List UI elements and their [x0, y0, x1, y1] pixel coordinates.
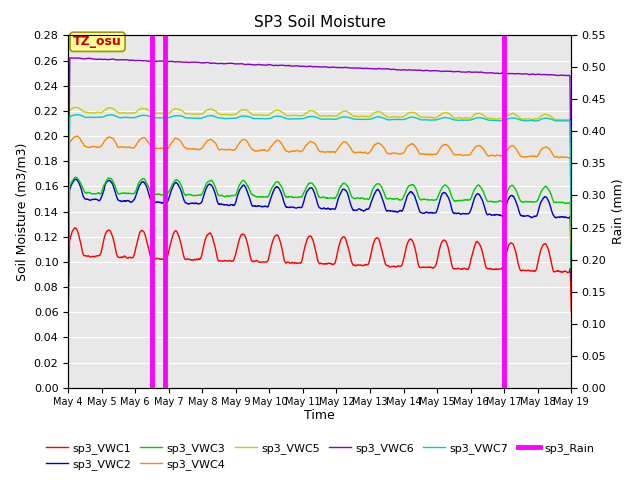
Line: sp3_VWC5: sp3_VWC5: [68, 108, 572, 250]
sp3_VWC2: [298, 204, 305, 210]
sp3_VWC7: [104, 112, 111, 118]
sp3_VWC3: [124, 191, 132, 196]
sp3_VWC4: [124, 144, 132, 150]
sp3_VWC3: [351, 196, 358, 202]
sp3_VWC2: [351, 207, 358, 213]
Line: sp3_VWC2: sp3_VWC2: [68, 179, 572, 290]
sp3_VWC7: [568, 225, 575, 230]
sp3_VWC1: [124, 255, 132, 261]
Y-axis label: Soil Moisture (m3/m3): Soil Moisture (m3/m3): [15, 143, 28, 281]
sp3_VWC2: [72, 176, 80, 182]
Line: sp3_VWC6: sp3_VWC6: [68, 58, 572, 223]
sp3_VWC5: [104, 106, 111, 111]
sp3_VWC3: [298, 194, 305, 200]
sp3_VWC5: [568, 217, 575, 223]
Line: sp3_VWC7: sp3_VWC7: [68, 115, 572, 252]
sp3_VWC2: [104, 179, 111, 184]
Line: sp3_VWC3: sp3_VWC3: [68, 177, 572, 288]
sp3_VWC6: [289, 63, 296, 69]
Text: TZ_osu: TZ_osu: [73, 36, 122, 48]
sp3_VWC6: [66, 55, 74, 60]
sp3_VWC6: [568, 198, 575, 204]
sp3_VWC3: [568, 269, 575, 275]
sp3_VWC6: [104, 57, 111, 62]
sp3_VWC7: [124, 115, 132, 120]
sp3_VWC2: [124, 198, 132, 204]
sp3_VWC7: [278, 114, 286, 120]
X-axis label: Time: Time: [305, 409, 335, 422]
sp3_VWC3: [104, 176, 111, 182]
Line: sp3_VWC1: sp3_VWC1: [68, 228, 572, 316]
sp3_VWC4: [351, 150, 358, 156]
sp3_VWC6: [124, 57, 132, 63]
sp3_VWC1: [278, 246, 286, 252]
sp3_VWC7: [351, 116, 358, 122]
sp3_VWC2: [289, 204, 296, 210]
sp3_VWC5: [289, 112, 296, 118]
sp3_VWC3: [72, 174, 79, 180]
sp3_VWC1: [104, 228, 111, 234]
sp3_VWC2: [64, 288, 72, 293]
sp3_VWC4: [289, 149, 296, 155]
sp3_VWC3: [64, 286, 72, 291]
sp3_VWC1: [289, 260, 296, 265]
sp3_VWC1: [298, 259, 305, 264]
sp3_VWC4: [278, 141, 286, 147]
sp3_VWC5: [351, 114, 358, 120]
sp3_VWC5: [298, 113, 305, 119]
sp3_VWC4: [64, 263, 72, 269]
sp3_VWC6: [298, 63, 305, 69]
sp3_VWC1: [72, 225, 79, 231]
sp3_VWC4: [104, 135, 111, 141]
sp3_VWC5: [73, 105, 81, 110]
sp3_VWC5: [64, 247, 72, 252]
sp3_VWC1: [568, 309, 575, 315]
Line: sp3_VWC4: sp3_VWC4: [68, 136, 572, 266]
sp3_VWC3: [278, 185, 286, 191]
sp3_VWC2: [278, 192, 286, 198]
sp3_VWC7: [289, 116, 296, 122]
Title: SP3 Soil Moisture: SP3 Soil Moisture: [253, 15, 386, 30]
sp3_VWC1: [351, 263, 358, 268]
sp3_VWC5: [278, 109, 286, 115]
sp3_VWC6: [64, 220, 72, 226]
sp3_VWC4: [298, 148, 305, 154]
sp3_VWC2: [568, 277, 575, 283]
sp3_VWC4: [568, 241, 575, 247]
sp3_VWC7: [64, 250, 72, 255]
sp3_VWC1: [64, 313, 72, 319]
sp3_VWC6: [351, 65, 358, 71]
sp3_VWC6: [278, 62, 286, 68]
sp3_VWC4: [74, 133, 81, 139]
sp3_VWC3: [289, 194, 296, 200]
sp3_VWC7: [298, 116, 305, 121]
sp3_VWC5: [124, 110, 132, 116]
Legend: sp3_VWC1, sp3_VWC2, sp3_VWC3, sp3_VWC4, sp3_VWC5, sp3_VWC6, sp3_VWC7, sp3_Rain: sp3_VWC1, sp3_VWC2, sp3_VWC3, sp3_VWC4, …: [41, 438, 599, 474]
sp3_VWC7: [73, 112, 81, 118]
Y-axis label: Rain (mm): Rain (mm): [612, 179, 625, 244]
